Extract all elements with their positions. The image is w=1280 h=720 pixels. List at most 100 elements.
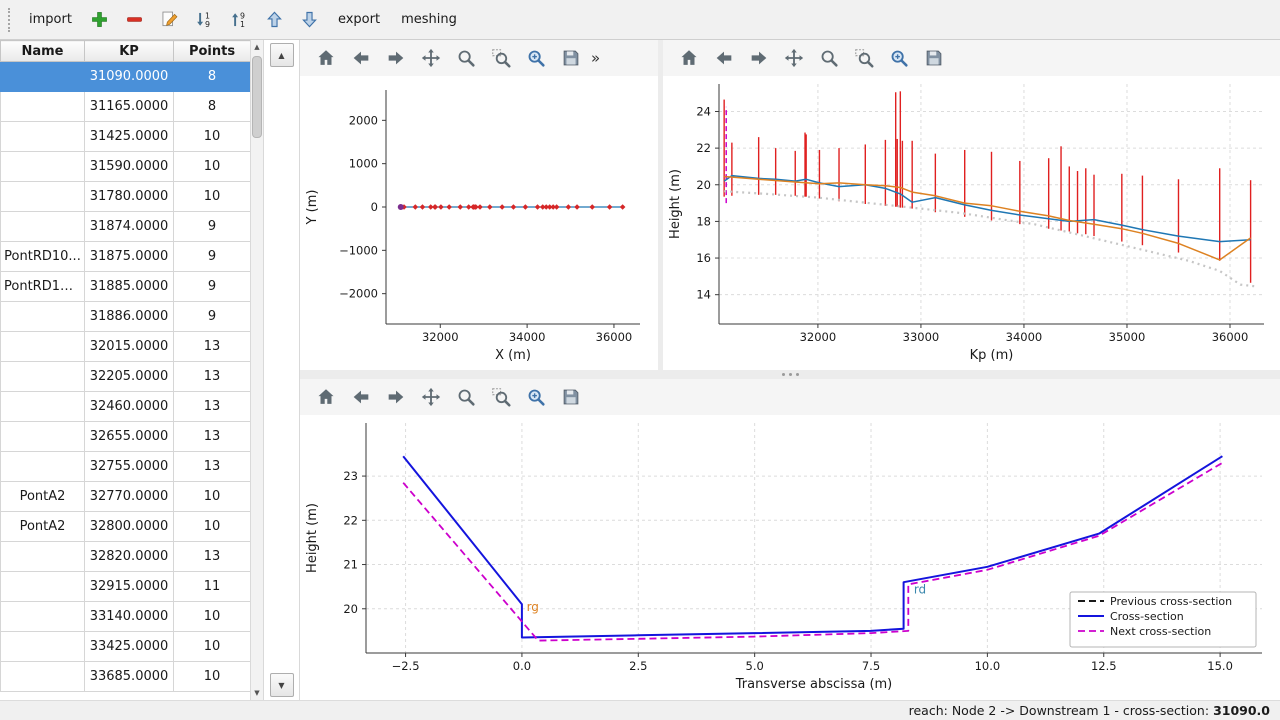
name-cell[interactable] — [0, 331, 85, 362]
table-row[interactable]: 32915.0000 11 — [0, 571, 250, 602]
zoom-fit-button[interactable] — [885, 44, 913, 72]
name-cell[interactable] — [0, 451, 85, 482]
back-button[interactable] — [347, 44, 375, 72]
kp-cell[interactable]: 32820.0000 — [84, 541, 174, 572]
table-row[interactable]: 32655.0000 13 — [0, 421, 250, 452]
points-cell[interactable]: 13 — [173, 361, 250, 392]
import-button[interactable]: import — [23, 8, 78, 31]
save-button[interactable] — [557, 44, 585, 72]
home-button[interactable] — [312, 383, 340, 411]
home-button[interactable] — [675, 44, 703, 72]
points-cell[interactable]: 13 — [173, 421, 250, 452]
table-row[interactable]: 31090.0000 8 — [0, 61, 250, 92]
table-row[interactable]: 31425.0000 10 — [0, 121, 250, 152]
table-row[interactable]: 31165.0000 8 — [0, 91, 250, 122]
meshing-button[interactable]: meshing — [395, 8, 463, 31]
table-scrollbar[interactable]: ▲ ▼ — [250, 40, 264, 700]
name-cell[interactable] — [0, 211, 85, 242]
kp-cell[interactable]: 31590.0000 — [84, 151, 174, 182]
kp-cell[interactable]: 31875.0000 — [84, 241, 174, 272]
table-row[interactable]: 32755.0000 13 — [0, 451, 250, 482]
back-button[interactable] — [347, 383, 375, 411]
name-cell[interactable]: PontRD10... — [0, 241, 85, 272]
zoom-fit-button[interactable] — [522, 44, 550, 72]
points-cell[interactable]: 13 — [173, 331, 250, 362]
kp-cell[interactable]: 32915.0000 — [84, 571, 174, 602]
kp-cell[interactable]: 31885.0000 — [84, 271, 174, 302]
kp-cell[interactable]: 32460.0000 — [84, 391, 174, 422]
name-cell[interactable] — [0, 181, 85, 212]
table-row[interactable]: PontRD10... 31875.0000 9 — [0, 241, 250, 272]
forward-button[interactable] — [745, 44, 773, 72]
name-cell[interactable] — [0, 421, 85, 452]
edit-cross-section-button[interactable] — [157, 7, 183, 33]
save-button[interactable] — [557, 383, 585, 411]
kp-cell[interactable]: 33685.0000 — [84, 661, 174, 692]
save-button[interactable] — [920, 44, 948, 72]
forward-button[interactable] — [382, 44, 410, 72]
toolbar-overflow-button[interactable]: » — [591, 49, 601, 67]
column-header-points[interactable]: Points — [173, 40, 250, 62]
kp-cell[interactable]: 32755.0000 — [84, 451, 174, 482]
name-cell[interactable] — [0, 361, 85, 392]
points-cell[interactable]: 9 — [173, 211, 250, 242]
points-cell[interactable]: 9 — [173, 241, 250, 272]
name-cell[interactable] — [0, 601, 85, 632]
table-row[interactable]: PontRD101v 31885.0000 9 — [0, 271, 250, 302]
kp-cell[interactable]: 32205.0000 — [84, 361, 174, 392]
table-row[interactable]: 32015.0000 13 — [0, 331, 250, 362]
panel-scroll-down-button[interactable]: ▼ — [269, 673, 294, 697]
points-cell[interactable]: 9 — [173, 271, 250, 302]
zoom-rect-button[interactable] — [850, 44, 878, 72]
table-row[interactable]: PontA2 32800.0000 10 — [0, 511, 250, 542]
name-cell[interactable] — [0, 91, 85, 122]
back-button[interactable] — [710, 44, 738, 72]
name-cell[interactable] — [0, 121, 85, 152]
kp-cell[interactable]: 32800.0000 — [84, 511, 174, 542]
vertical-splitter[interactable] — [658, 40, 663, 370]
move-up-button[interactable] — [262, 7, 288, 33]
panel-scroll-up-button[interactable]: ▲ — [269, 43, 294, 67]
points-cell[interactable]: 8 — [173, 91, 250, 122]
name-cell[interactable]: PontRD101v — [0, 271, 85, 302]
name-cell[interactable] — [0, 661, 85, 692]
zoom-rect-button[interactable] — [487, 383, 515, 411]
cross-section-profile-chart[interactable]: −2.5 0.0 2.5 5.0 7.5 10.0 12.5 15.0 20 21 22 23 Tran… — [300, 415, 1278, 699]
points-cell[interactable]: 10 — [173, 181, 250, 212]
home-button[interactable] — [312, 44, 340, 72]
points-cell[interactable]: 10 — [173, 631, 250, 662]
export-button[interactable]: export — [332, 8, 386, 31]
name-cell[interactable]: PontA2 — [0, 481, 85, 512]
table-row[interactable]: 31590.0000 10 — [0, 151, 250, 182]
name-cell[interactable] — [0, 301, 85, 332]
points-cell[interactable]: 13 — [173, 451, 250, 482]
column-header-kp[interactable]: KP — [84, 40, 174, 62]
table-row[interactable]: 31780.0000 10 — [0, 181, 250, 212]
points-cell[interactable]: 11 — [173, 571, 250, 602]
points-cell[interactable]: 10 — [173, 601, 250, 632]
zoom-fit-button[interactable] — [522, 383, 550, 411]
table-row[interactable]: 33140.0000 10 — [0, 601, 250, 632]
zoom-button[interactable] — [452, 383, 480, 411]
scroll-up-icon[interactable]: ▲ — [254, 43, 260, 51]
points-cell[interactable]: 10 — [173, 121, 250, 152]
kp-cell[interactable]: 32015.0000 — [84, 331, 174, 362]
table-row[interactable]: 31886.0000 9 — [0, 301, 250, 332]
pan-button[interactable] — [417, 383, 445, 411]
horizontal-splitter[interactable] — [300, 370, 1280, 379]
points-cell[interactable]: 13 — [173, 541, 250, 572]
points-cell[interactable]: 10 — [173, 511, 250, 542]
kp-cell[interactable]: 31165.0000 — [84, 91, 174, 122]
table-row[interactable]: 33425.0000 10 — [0, 631, 250, 662]
zoom-rect-button[interactable] — [487, 44, 515, 72]
name-cell[interactable] — [0, 151, 85, 182]
kp-cell[interactable]: 31090.0000 — [84, 61, 174, 92]
longitudinal-profile-chart[interactable]: 32000 33000 34000 35000 36000 14 16 18 20 22 24 Kp … — [663, 76, 1278, 368]
points-cell[interactable]: 13 — [173, 391, 250, 422]
points-cell[interactable]: 9 — [173, 301, 250, 332]
forward-button[interactable] — [382, 383, 410, 411]
kp-cell[interactable]: 33140.0000 — [84, 601, 174, 632]
zoom-button[interactable] — [452, 44, 480, 72]
